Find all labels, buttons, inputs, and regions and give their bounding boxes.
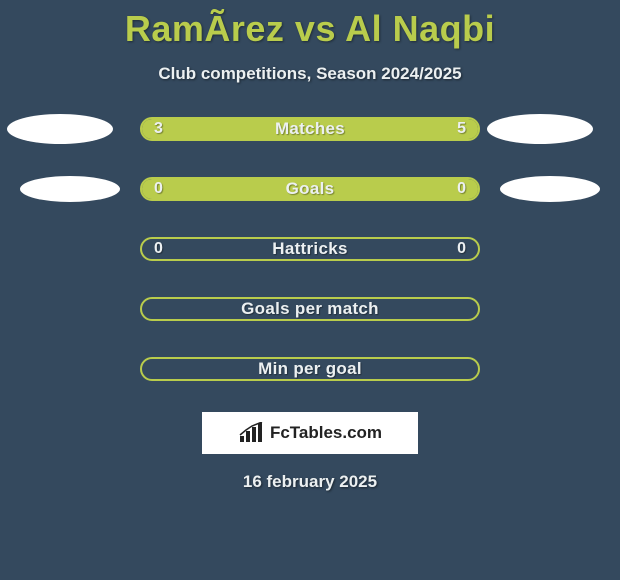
stat-bar-hattricks: 0 0 Hattricks <box>140 237 480 261</box>
stat-row-goals-per-match: Goals per match <box>0 286 620 332</box>
right-ellipse-matches <box>487 114 593 144</box>
page-title: RamÃ­rez vs Al Naqbi <box>0 0 620 50</box>
attribution-badge[interactable]: FcTables.com <box>202 412 418 454</box>
stat-bar-goals-per-match: Goals per match <box>140 297 480 321</box>
right-ellipse-goals <box>500 176 600 202</box>
left-ellipse-goals <box>20 176 120 202</box>
stat-label-min-per-goal: Min per goal <box>142 359 478 379</box>
attribution-text: FcTables.com <box>270 423 382 443</box>
page-subtitle: Club competitions, Season 2024/2025 <box>0 64 620 84</box>
footer-date: 16 february 2025 <box>0 472 620 492</box>
stat-row-hattricks: 0 0 Hattricks <box>0 226 620 272</box>
left-ellipse-matches <box>7 114 113 144</box>
stat-bar-min-per-goal: Min per goal <box>140 357 480 381</box>
stat-label-matches: Matches <box>142 119 478 139</box>
bar-chart-icon <box>238 422 264 444</box>
stat-bar-goals: 0 0 Goals <box>140 177 480 201</box>
stat-row-matches: 3 5 Matches <box>0 106 620 152</box>
stat-bar-matches: 3 5 Matches <box>140 117 480 141</box>
stat-row-min-per-goal: Min per goal <box>0 346 620 392</box>
stat-label-hattricks: Hattricks <box>142 239 478 259</box>
stat-row-goals: 0 0 Goals <box>0 166 620 212</box>
stat-label-goals: Goals <box>142 179 478 199</box>
stat-label-goals-per-match: Goals per match <box>142 299 478 319</box>
